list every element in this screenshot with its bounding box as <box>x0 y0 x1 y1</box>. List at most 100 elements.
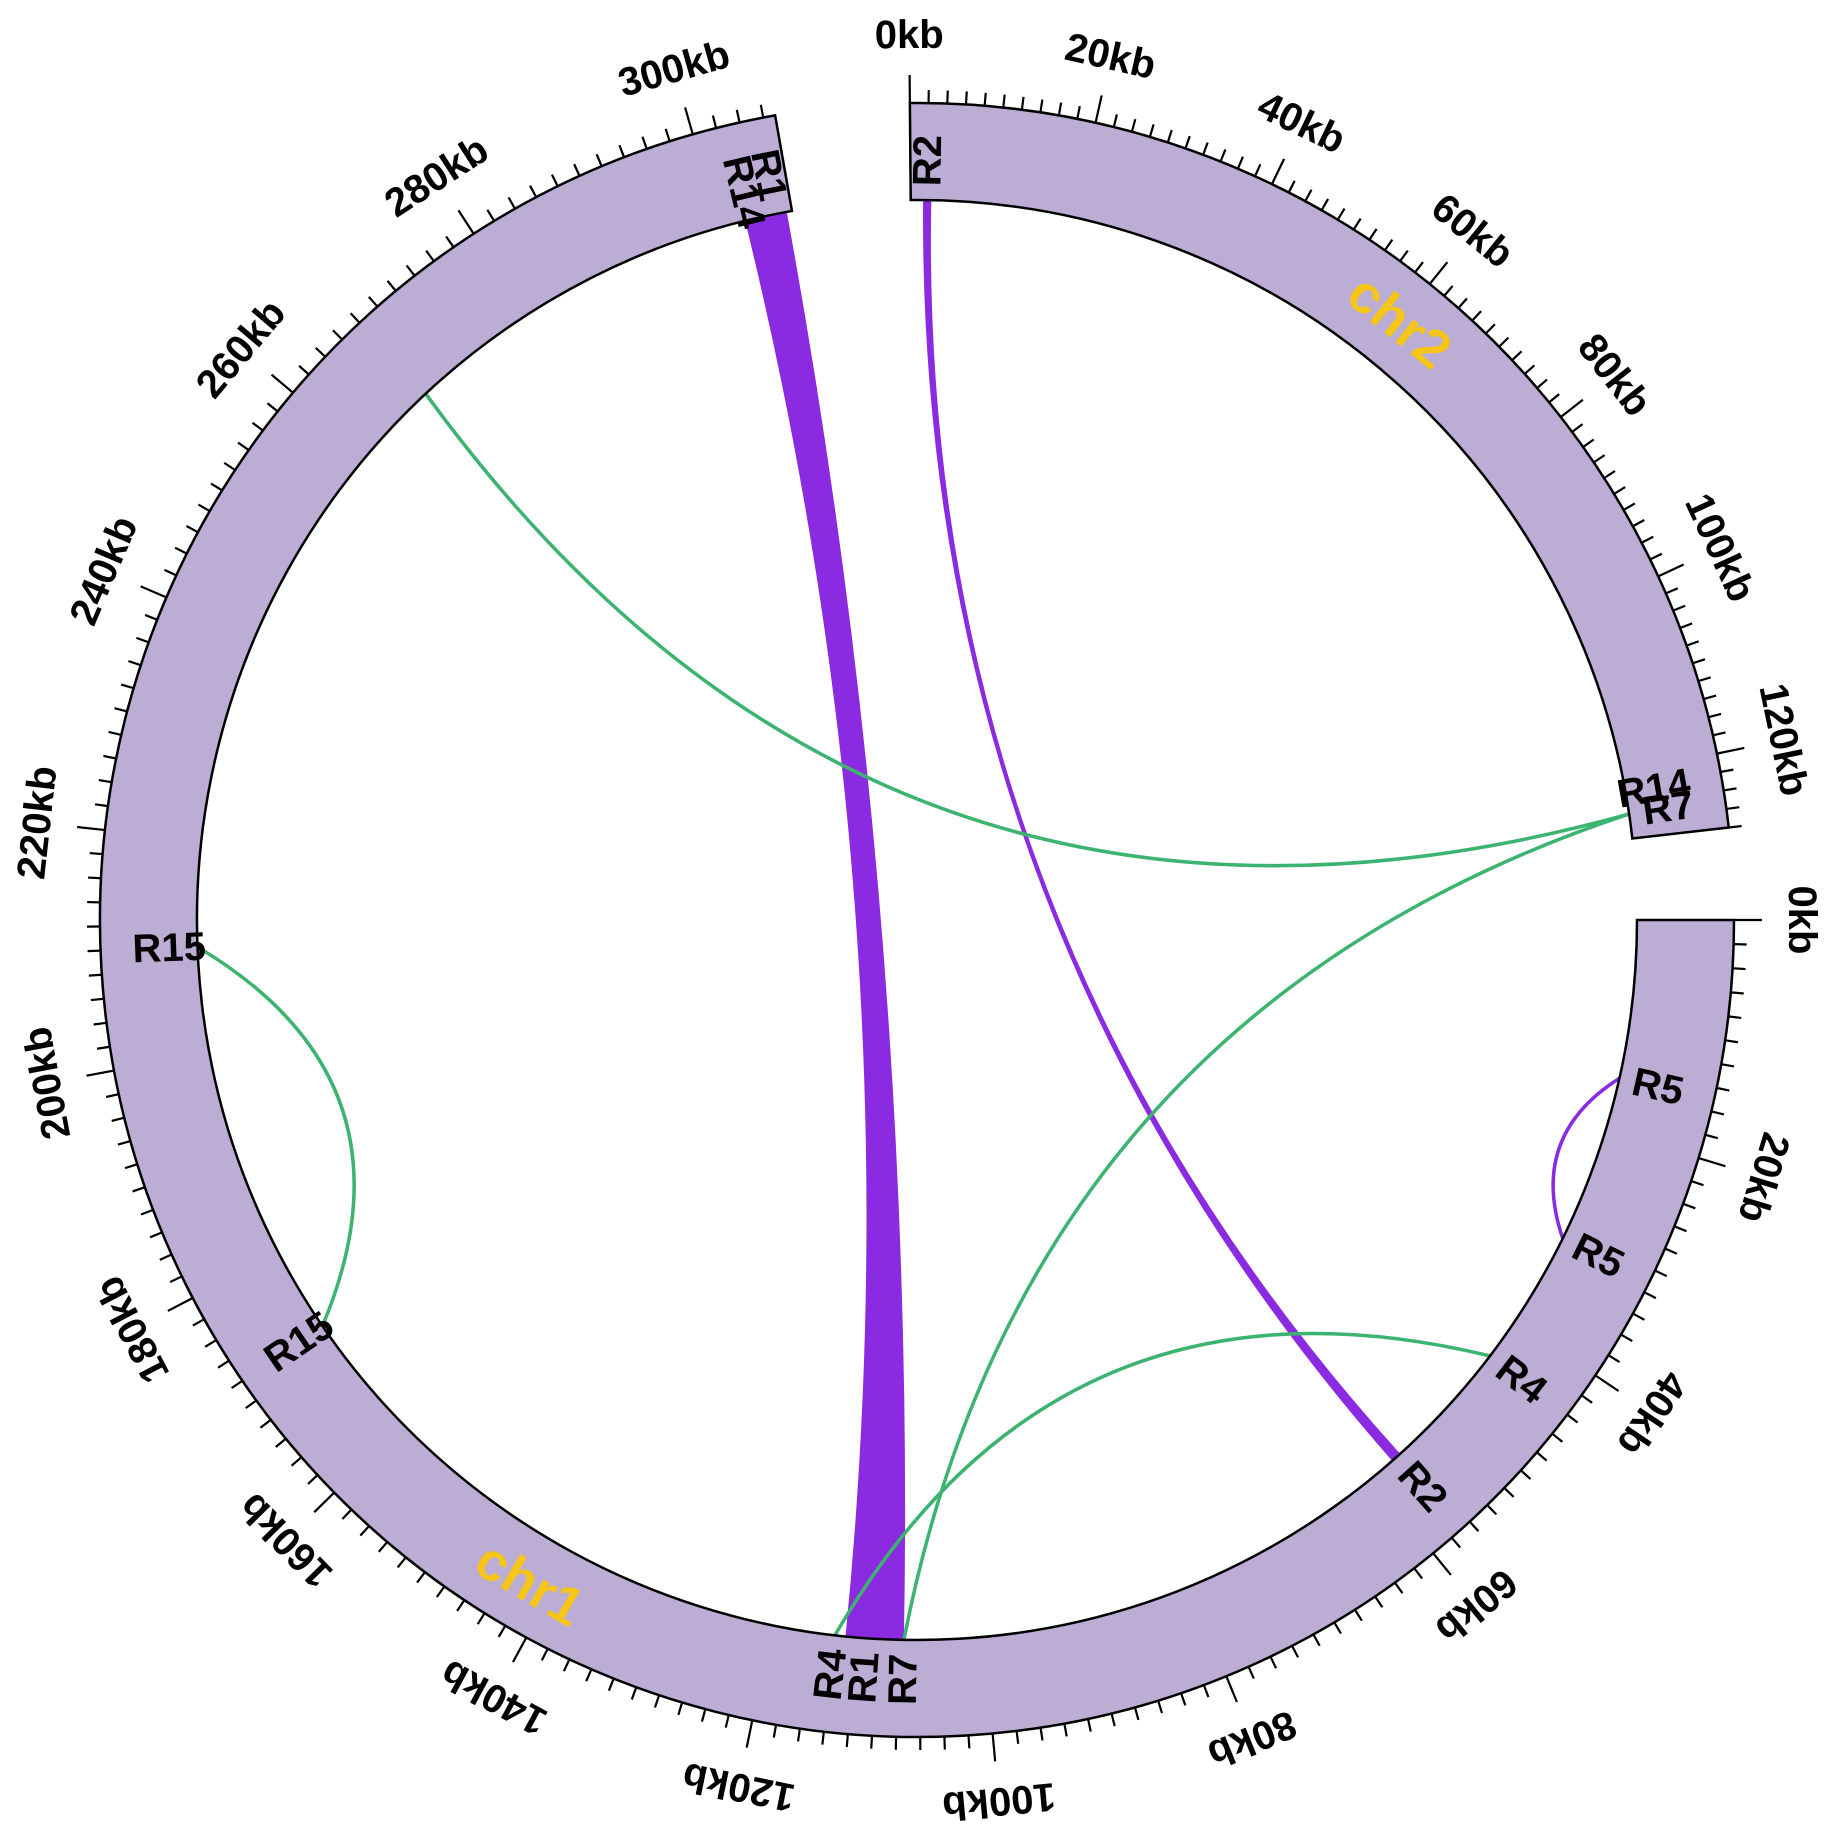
minor-tick <box>1312 1633 1321 1647</box>
link-line <box>902 812 1630 1641</box>
minor-tick <box>298 364 310 376</box>
minor-tick <box>307 1474 319 1485</box>
minor-tick <box>1413 1567 1424 1580</box>
minor-tick <box>664 128 671 142</box>
minor-tick <box>1039 1727 1044 1741</box>
tick-label: 180kb <box>87 1269 178 1390</box>
minor-tick <box>1457 297 1468 309</box>
major-tick <box>1716 746 1745 755</box>
minor-tick <box>1679 622 1693 630</box>
minor-tick <box>677 1702 684 1716</box>
minor-tick <box>700 1708 707 1722</box>
minor-tick <box>1726 806 1740 811</box>
minor-tick <box>1654 1269 1668 1278</box>
minor-tick <box>870 1735 874 1749</box>
minor-tick <box>641 136 648 150</box>
minor-tick <box>217 1359 230 1369</box>
minor-tick <box>772 1724 778 1738</box>
major-tick <box>1594 1374 1620 1392</box>
minor-tick <box>1603 470 1616 479</box>
minor-tick <box>93 1021 107 1026</box>
major-tick <box>1657 563 1685 578</box>
minor-tick <box>266 402 279 413</box>
minor-tick <box>1632 1312 1645 1321</box>
minor-tick <box>630 1686 638 1700</box>
minor-tick <box>1593 454 1606 464</box>
minor-tick <box>445 235 455 248</box>
minor-tick <box>1511 350 1523 362</box>
tick-label: 40kb <box>1251 83 1352 162</box>
major-tick <box>140 585 167 599</box>
minor-tick <box>1202 1684 1210 1698</box>
tick-label: 100kb <box>940 1774 1057 1828</box>
minor-tick <box>396 1556 407 1569</box>
minor-tick <box>1682 1202 1696 1210</box>
minor-tick <box>529 185 538 198</box>
minor-tick <box>237 441 250 451</box>
minor-tick <box>251 421 264 432</box>
tick-label: 20kb <box>1061 25 1160 88</box>
major-tick <box>1560 398 1584 418</box>
minor-tick <box>204 1339 217 1348</box>
minor-tick <box>1304 189 1313 202</box>
region-label: R5 <box>1628 1060 1688 1114</box>
minor-tick <box>964 91 968 105</box>
minor-tick <box>1728 1015 1742 1020</box>
minor-tick <box>1002 94 1006 108</box>
minor-tick <box>1582 438 1595 448</box>
minor-tick <box>1133 1707 1140 1721</box>
minor-tick <box>1485 323 1496 335</box>
minor-tick <box>230 1379 243 1390</box>
tick-label: 60kb <box>1427 1560 1525 1652</box>
minor-tick <box>88 876 102 880</box>
minor-tick <box>377 1541 389 1553</box>
minor-tick <box>1184 135 1191 149</box>
minor-tick <box>1269 1656 1278 1669</box>
tick-label: 280kb <box>377 127 496 226</box>
tick-label: 80kb <box>1202 1701 1303 1776</box>
region-label: R1 <box>742 146 795 205</box>
minor-tick <box>1020 96 1025 110</box>
tick-label: 240kb <box>61 510 146 632</box>
minor-tick <box>1708 712 1722 719</box>
minor-tick <box>114 707 128 713</box>
tick-label: 20kb <box>1729 1128 1798 1228</box>
minor-tick <box>1503 1487 1515 1498</box>
minor-tick <box>1368 228 1378 241</box>
minor-tick <box>1613 486 1626 495</box>
minor-tick <box>595 153 603 167</box>
minor-tick <box>192 1318 205 1327</box>
minor-tick <box>1536 378 1548 389</box>
minor-tick <box>128 660 142 667</box>
major-tick <box>1698 1156 1726 1168</box>
minor-tick <box>845 1733 849 1748</box>
minor-tick <box>159 1253 173 1261</box>
minor-tick <box>1641 535 1654 544</box>
minor-tick <box>89 851 103 856</box>
link-line <box>1551 1076 1621 1240</box>
minor-tick <box>290 1456 303 1467</box>
minor-tick <box>259 1418 272 1429</box>
minor-tick <box>1157 1700 1164 1714</box>
minor-tick <box>1692 658 1706 665</box>
minor-tick <box>456 1599 466 1612</box>
minor-tick <box>1086 1718 1092 1732</box>
minor-tick <box>486 209 496 222</box>
minor-tick <box>1672 604 1686 612</box>
minor-tick <box>1253 163 1262 177</box>
minor-tick <box>497 1625 507 1638</box>
region-label: R15 <box>132 925 207 972</box>
minor-tick <box>821 1731 825 1745</box>
minor-tick <box>341 1508 353 1520</box>
minor-tick <box>332 329 343 341</box>
minor-tick <box>108 730 122 736</box>
minor-tick <box>1551 1432 1564 1443</box>
tick-label: 120kb <box>1750 680 1816 800</box>
minor-tick <box>1536 1451 1548 1462</box>
minor-tick <box>111 1116 125 1122</box>
link-line <box>424 392 1630 868</box>
minor-tick <box>1468 1520 1480 1532</box>
minor-tick <box>1720 1063 1735 1068</box>
major-tick <box>991 1733 997 1762</box>
